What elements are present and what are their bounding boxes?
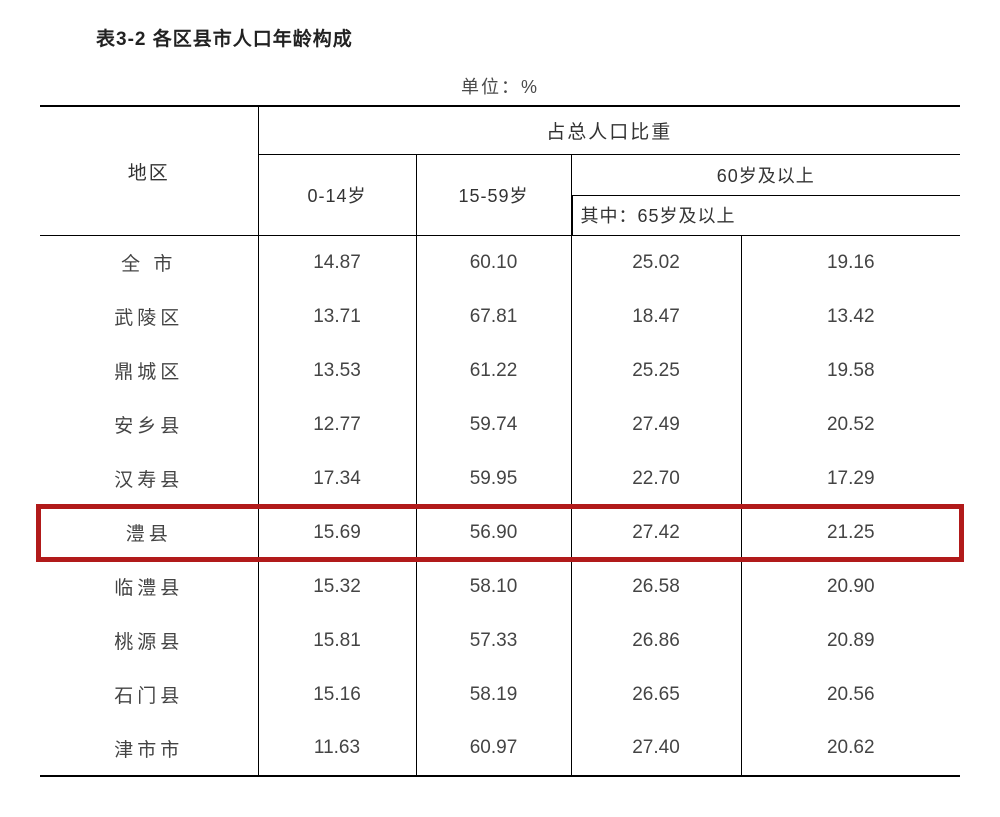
cell-region: 汉寿县 <box>40 452 258 506</box>
cell-0-14: 15.81 <box>258 614 416 668</box>
cell-65plus: 19.58 <box>741 344 960 398</box>
cell-0-14: 17.34 <box>258 452 416 506</box>
cell-65plus: 20.56 <box>741 668 960 722</box>
cell-15-59: 60.10 <box>416 236 571 290</box>
cell-15-59: 57.33 <box>416 614 571 668</box>
cell-65plus: 19.16 <box>741 236 960 290</box>
cell-65plus: 20.62 <box>741 722 960 776</box>
table-row: 临澧县15.3258.1026.5820.90 <box>40 560 960 614</box>
header-col-60plus: 60岁及以上 <box>572 155 961 195</box>
header-group: 占总人口比重 <box>258 106 960 155</box>
table-body: 全 市14.8760.1025.0219.16武陵区13.7167.8118.4… <box>40 236 960 776</box>
cell-60plus: 27.49 <box>571 398 741 452</box>
header-col-15-59: 15-59岁 <box>416 155 571 236</box>
header-region: 地区 <box>40 106 258 236</box>
header-col-0-14: 0-14岁 <box>258 155 416 236</box>
cell-region: 全 市 <box>40 236 258 290</box>
cell-65plus: 20.52 <box>741 398 960 452</box>
cell-15-59: 67.81 <box>416 290 571 344</box>
cell-0-14: 14.87 <box>258 236 416 290</box>
table-row: 石门县15.1658.1926.6520.56 <box>40 668 960 722</box>
cell-0-14: 13.53 <box>258 344 416 398</box>
cell-65plus: 17.29 <box>741 452 960 506</box>
cell-65plus: 20.90 <box>741 560 960 614</box>
cell-region: 石门县 <box>40 668 258 722</box>
cell-0-14: 15.16 <box>258 668 416 722</box>
cell-0-14: 11.63 <box>258 722 416 776</box>
cell-0-14: 12.77 <box>258 398 416 452</box>
cell-0-14: 13.71 <box>258 290 416 344</box>
table-row: 津市市11.6360.9727.4020.62 <box>40 722 960 776</box>
table-row: 全 市14.8760.1025.0219.16 <box>40 236 960 290</box>
cell-15-59: 61.22 <box>416 344 571 398</box>
cell-0-14: 15.69 <box>258 506 416 560</box>
cell-15-59: 59.74 <box>416 398 571 452</box>
cell-65plus: 13.42 <box>741 290 960 344</box>
cell-region: 澧县 <box>40 506 258 560</box>
cell-60plus: 25.02 <box>571 236 741 290</box>
table-row: 桃源县15.8157.3326.8620.89 <box>40 614 960 668</box>
cell-60plus: 26.65 <box>571 668 741 722</box>
cell-60plus: 25.25 <box>571 344 741 398</box>
cell-region: 临澧县 <box>40 560 258 614</box>
cell-region: 安乡县 <box>40 398 258 452</box>
table-row: 澧县15.6956.9027.4221.25 <box>40 506 960 560</box>
cell-65plus: 20.89 <box>741 614 960 668</box>
page-root: 表3-2 各区县市人口年龄构成 单位：% 地区 占总人口比重 0-14岁 15-… <box>0 0 1000 817</box>
cell-60plus: 27.42 <box>571 506 741 560</box>
cell-region: 津市市 <box>40 722 258 776</box>
cell-0-14: 15.32 <box>258 560 416 614</box>
table-row: 汉寿县17.3459.9522.7017.29 <box>40 452 960 506</box>
table-row: 鼎城区13.5361.2225.2519.58 <box>40 344 960 398</box>
cell-15-59: 58.19 <box>416 668 571 722</box>
cell-region: 武陵区 <box>40 290 258 344</box>
cell-region: 鼎城区 <box>40 344 258 398</box>
table-wrapper: 地区 占总人口比重 0-14岁 15-59岁 60岁及以上 其中：65岁及以上 <box>40 105 960 777</box>
cell-15-59: 60.97 <box>416 722 571 776</box>
cell-60plus: 22.70 <box>571 452 741 506</box>
table-title: 表3-2 各区县市人口年龄构成 <box>96 24 960 51</box>
table-head: 地区 占总人口比重 0-14岁 15-59岁 60岁及以上 其中：65岁及以上 <box>40 106 960 236</box>
cell-60plus: 18.47 <box>571 290 741 344</box>
unit-label: 单位：% <box>40 73 960 99</box>
header-col-65plus: 其中：65岁及以上 <box>572 195 961 236</box>
table-row: 安乡县12.7759.7427.4920.52 <box>40 398 960 452</box>
cell-15-59: 56.90 <box>416 506 571 560</box>
cell-60plus: 26.58 <box>571 560 741 614</box>
header-col-60plus-wrap: 60岁及以上 其中：65岁及以上 <box>571 155 960 236</box>
cell-region: 桃源县 <box>40 614 258 668</box>
table-row: 武陵区13.7167.8118.4713.42 <box>40 290 960 344</box>
cell-15-59: 59.95 <box>416 452 571 506</box>
cell-60plus: 27.40 <box>571 722 741 776</box>
cell-60plus: 26.86 <box>571 614 741 668</box>
cell-15-59: 58.10 <box>416 560 571 614</box>
data-table: 地区 占总人口比重 0-14岁 15-59岁 60岁及以上 其中：65岁及以上 <box>40 105 960 777</box>
cell-65plus: 21.25 <box>741 506 960 560</box>
